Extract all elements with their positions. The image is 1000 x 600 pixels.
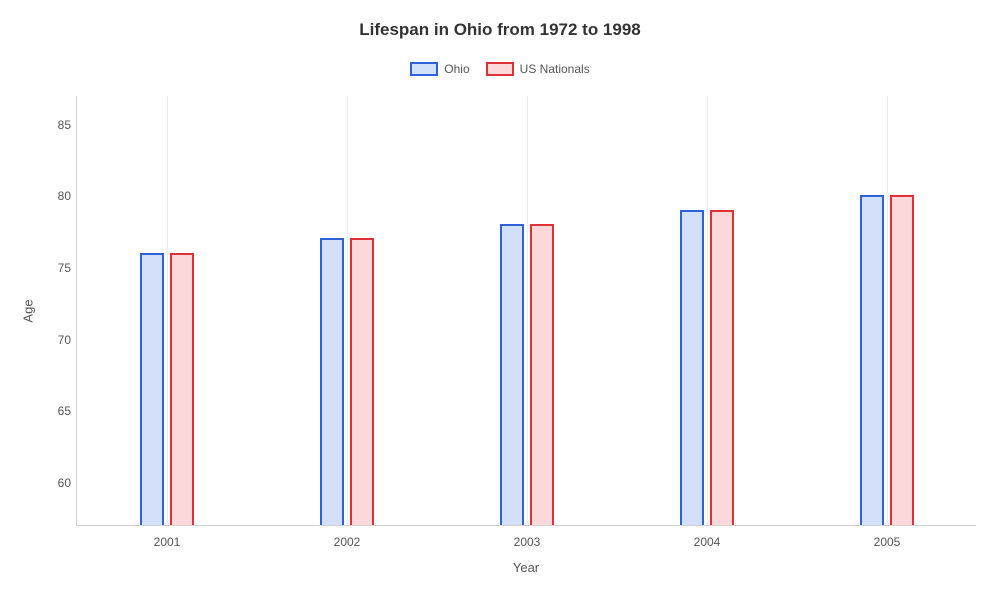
legend-item: Ohio — [410, 62, 469, 76]
y-tick-label: 70 — [41, 333, 71, 347]
legend: Ohio US Nationals — [0, 62, 1000, 79]
bar — [530, 224, 554, 525]
x-tick-label: 2001 — [154, 535, 181, 549]
bar — [710, 210, 734, 525]
legend-swatch — [410, 62, 438, 76]
grid-line-vertical — [347, 96, 348, 525]
bar — [350, 238, 374, 525]
bar — [140, 253, 164, 525]
legend-swatch — [486, 62, 514, 76]
bar — [680, 210, 704, 525]
bar — [500, 224, 524, 525]
plot-area: 20012002200320042005606570758085 — [76, 96, 976, 526]
x-tick-label: 2003 — [514, 535, 541, 549]
x-axis-label: Year — [513, 560, 539, 575]
legend-item: US Nationals — [486, 62, 590, 76]
legend-label: Ohio — [444, 62, 469, 76]
x-tick-label: 2005 — [874, 535, 901, 549]
bar — [860, 195, 884, 525]
y-tick-label: 75 — [41, 261, 71, 275]
grid-line-vertical — [167, 96, 168, 525]
bar — [890, 195, 914, 525]
x-tick-label: 2004 — [694, 535, 721, 549]
bar — [170, 253, 194, 525]
legend-label: US Nationals — [520, 62, 590, 76]
chart-title: Lifespan in Ohio from 1972 to 1998 — [0, 20, 1000, 40]
grid-line-vertical — [887, 96, 888, 525]
grid-line-vertical — [527, 96, 528, 525]
x-tick-label: 2002 — [334, 535, 361, 549]
y-tick-label: 85 — [41, 118, 71, 132]
y-axis-label: Age — [21, 299, 36, 322]
y-tick-label: 60 — [41, 476, 71, 490]
bar — [320, 238, 344, 525]
grid-line-vertical — [707, 96, 708, 525]
y-tick-label: 65 — [41, 404, 71, 418]
y-tick-label: 80 — [41, 189, 71, 203]
